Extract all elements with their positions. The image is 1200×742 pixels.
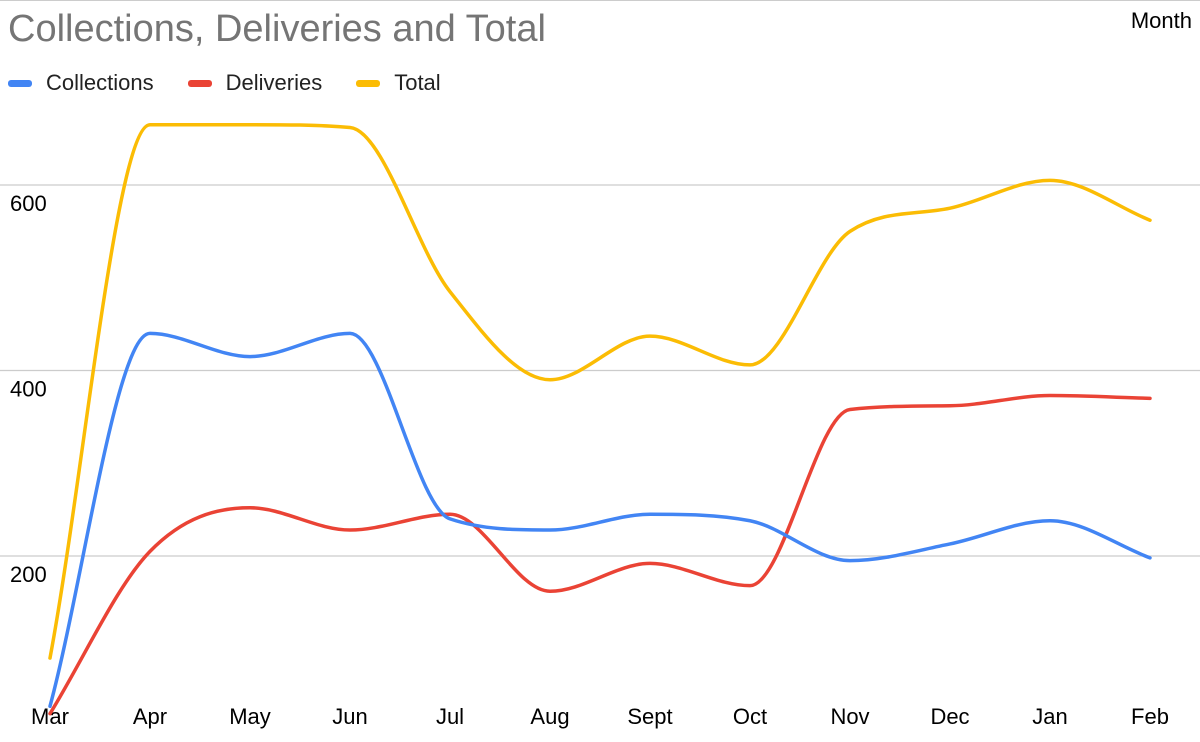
y-tick-600: 600 [10, 191, 47, 216]
legend-label-deliveries: Deliveries [225, 70, 323, 95]
x-tick-feb: Feb [1131, 704, 1169, 729]
x-tick-jan: Jan [1032, 704, 1067, 729]
series-line-collections [48, 331, 1152, 709]
legend-swatch-deliveries [187, 79, 212, 87]
y-tick-400: 400 [10, 377, 47, 402]
chart-title: Collections, Deliveries and Total [8, 8, 546, 50]
top-rule [0, 0, 1200, 1]
x-tick-nov: Nov [830, 704, 869, 729]
x-axis-title: Month [1130, 8, 1192, 33]
series-line-deliveries [48, 393, 1152, 716]
x-tick-may: May [229, 704, 271, 729]
legend-label-total: Total [394, 70, 441, 95]
legend-swatch-collections [8, 79, 32, 87]
x-tick-jun: Jun [332, 704, 367, 729]
legend-item-collections[interactable]: Collections [8, 70, 154, 96]
x-tick-aug: Aug [530, 704, 569, 729]
x-tick-jul: Jul [436, 704, 464, 729]
x-tick-dec: Dec [930, 704, 969, 729]
legend[interactable]: Collections Deliveries Total [8, 70, 475, 96]
x-tick-apr: Apr [133, 704, 167, 729]
series-line-total [48, 122, 1152, 660]
legend-swatch-total [356, 79, 381, 87]
y-tick-200: 200 [10, 562, 47, 587]
x-tick-sept: Sept [627, 704, 672, 729]
x-tick-oct: Oct [733, 704, 767, 729]
legend-item-deliveries[interactable]: Deliveries [187, 70, 323, 96]
legend-label-collections: Collections [46, 70, 154, 95]
legend-item-total[interactable]: Total [356, 70, 441, 96]
x-tick-mar: Mar [31, 704, 69, 729]
